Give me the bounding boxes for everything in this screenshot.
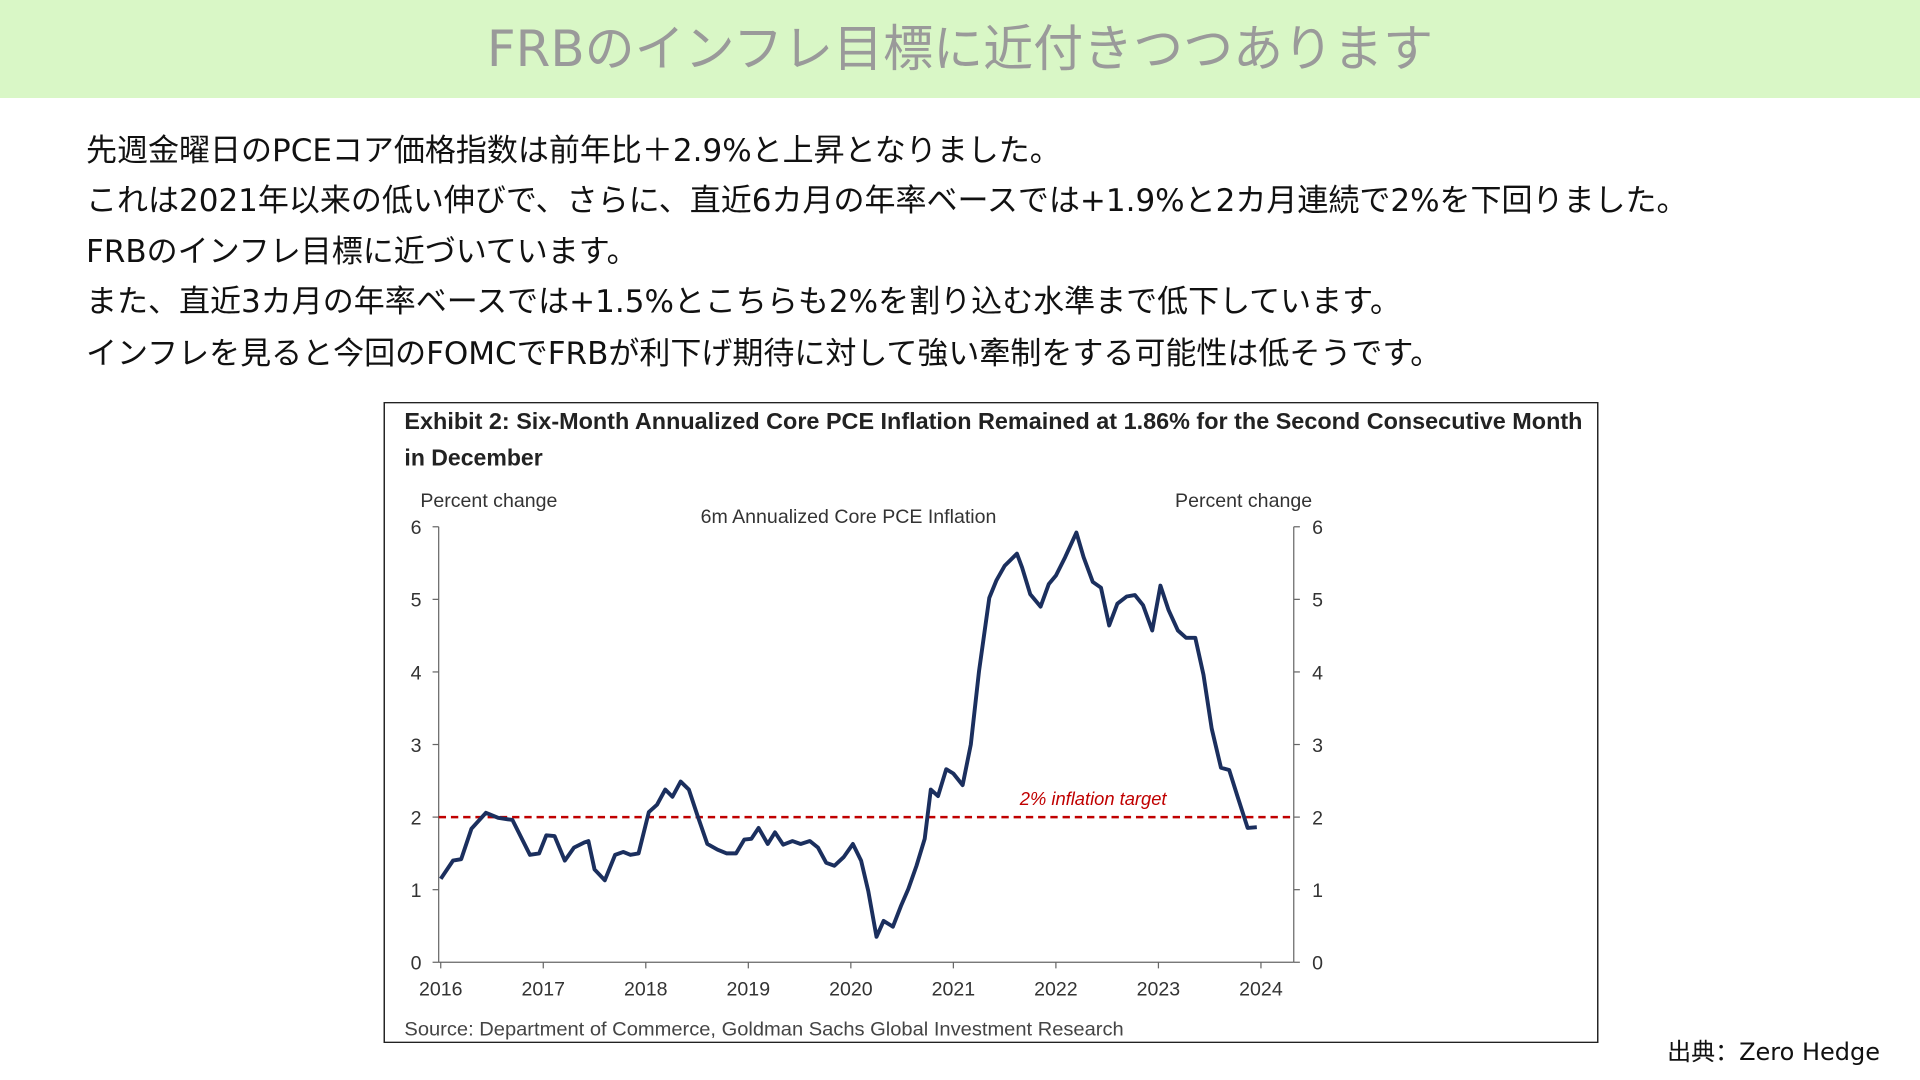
y2-axis-label: Percent change [1175,490,1312,512]
y2-tick-label: 2 [1312,807,1323,829]
chart-title: Exhibit 2: Six-Month Annualized Core PCE… [404,408,1582,434]
series-label: 6m Annualized Core PCE Inflation [701,506,997,528]
y-axis-label: Percent change [420,490,557,512]
chart-frame [383,402,1599,1043]
x-tick-label: 2022 [1034,978,1078,1000]
y2-tick-label: 0 [1312,953,1323,975]
credit: 出典：Zero Hedge [1667,1038,1880,1066]
reference-label: 2% inflation target [1019,788,1168,809]
x-tick-label: 2017 [521,978,565,1000]
chart-title: in December [404,445,542,471]
data-line [439,530,1257,939]
x-tick-label: 2023 [1137,978,1181,1000]
paragraph: これは2021年以来の低い伸びで、さらに、直近6カ月の年率ベースでは+1.9%と… [86,183,1688,219]
x-tick-label: 2016 [419,978,463,1000]
y2-tick-label: 3 [1312,735,1323,757]
x-tick-label: 2020 [829,978,873,1000]
x-tick-label: 2024 [1239,978,1283,1000]
y2-tick-label: 4 [1312,662,1323,684]
paragraph: インフレを見ると今回のFOMCでFRBが利下げ期待に対して強い牽制をする可能性は… [86,336,1442,372]
paragraph: 先週金曜日のPCEコア価格指数は前年比＋2.9%と上昇となりました。 [86,133,1061,169]
y2-tick-label: 5 [1312,590,1323,612]
y-tick-label: 1 [411,880,422,902]
y-tick-label: 3 [411,735,422,757]
y-tick-label: 4 [411,662,422,684]
x-tick-label: 2021 [932,978,976,1000]
header-title: FRBのインフレ目標に近付きつつあります [0,0,1920,98]
y2-tick-label: 1 [1312,880,1323,902]
y-tick-label: 5 [411,590,422,612]
y-tick-label: 0 [411,953,422,975]
y2-tick-label: 6 [1312,517,1323,539]
paragraph: また、直近3カ月の年率ベースでは+1.5%とこちらも2%を割り込む水準まで低下し… [86,284,1402,320]
x-tick-label: 2019 [727,978,771,1000]
x-tick-label: 2018 [624,978,668,1000]
y-tick-label: 2 [411,807,422,829]
chart-source: Source: Department of Commerce, Goldman … [404,1019,1123,1041]
chart: Exhibit 2: Six-Month Annualized Core PCE… [383,402,1599,1043]
paragraph: FRBのインフレ目標に近づいています。 [86,234,638,270]
y-tick-label: 6 [411,517,422,539]
